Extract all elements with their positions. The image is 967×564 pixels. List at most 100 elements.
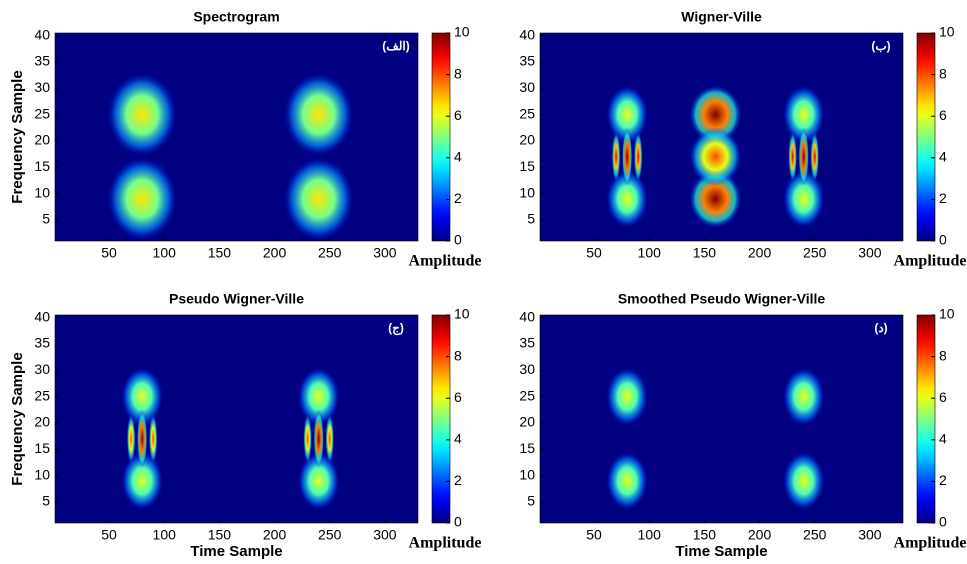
panel-title: Spectrogram [193,9,279,25]
x-tick-label: 300 [373,527,397,543]
heat-blob [126,413,136,465]
x-tick-label: 200 [263,527,287,543]
heat-blob [136,409,148,469]
heat-blob [798,127,809,187]
y-tick-label: 30 [519,361,535,377]
panel-label: (ج) [388,321,404,336]
x-tick-label: 300 [858,527,882,543]
x-tick-label: 250 [318,245,342,261]
heat-blob [782,85,825,145]
y-tick-label: 20 [34,132,50,148]
heat-blob [611,131,621,183]
colorbar-tick-label: 8 [454,347,462,363]
y-tick-label: 10 [34,184,50,200]
heat-blob [782,169,825,229]
x-tick-label: 150 [693,527,717,543]
colorbar-tick-label: 0 [454,232,462,248]
plot-area [605,367,825,511]
x-tick-label: 200 [748,245,772,261]
plot-frame [539,32,904,242]
heat-blob [688,127,742,187]
heat-blob [810,131,820,183]
x-tick-label: 200 [748,527,772,543]
heat-blob [325,413,335,465]
panel-title: Wigner-Ville [681,9,762,25]
y-tick-label: 40 [519,308,535,324]
plot-background [540,315,903,523]
heat-blob [688,169,742,229]
panel: 50 100 150 200 250 300510152025303540Spectrog… [9,9,481,270]
y-tick-label: 40 [519,26,535,42]
x-tick-label: 150 [693,245,717,261]
x-tick-label: 250 [803,245,827,261]
colorbar-tick-label: 10 [939,306,955,322]
y-tick-label: 15 [519,440,535,456]
heat-blob [283,156,355,241]
plot-frame [54,314,419,524]
heat-blob [782,451,825,511]
x-tick-label: 100 [638,245,662,261]
colorbar [431,32,451,242]
panel-label: (د) [874,321,887,335]
colorbar-tick-label: 4 [454,431,462,447]
plot-area [106,72,355,241]
plot-area [605,85,825,229]
heat-blob [106,72,178,157]
heat-blob [106,156,178,241]
x-tick-label: 150 [208,245,232,261]
y-axis-label: Frequency Sample [9,70,26,203]
panel-label: (الف) [382,39,409,53]
colorbar-tick-label: 0 [939,232,947,248]
y-tick-label: 15 [34,158,50,174]
heat-blob [297,451,340,511]
colorbar-tick-label: 8 [939,65,947,81]
x-tick-label: 150 [208,527,232,543]
colorbar-label: Amplitude [894,535,967,552]
heat-blob [120,451,164,511]
y-tick-label: 5 [42,211,50,227]
x-tick-label: 100 [153,527,177,543]
y-tick-label: 5 [527,211,535,227]
colorbar-label: Amplitude [409,253,482,270]
heat-blob [297,367,340,427]
y-tick-label: 30 [519,79,535,95]
plot-background [55,315,418,523]
y-tick-label: 20 [519,132,535,148]
x-tick-label: 50 [101,245,117,261]
colorbar-label: Amplitude [409,535,482,552]
y-tick-label: 20 [34,414,50,430]
x-tick-label: 50 [101,527,117,543]
y-tick-label: 5 [42,493,50,509]
heat-blob [148,413,158,465]
x-tick-label: 50 [586,527,602,543]
colorbar-tick-label: 6 [454,389,462,405]
x-tick-label: 100 [153,245,177,261]
heat-blob [605,169,649,229]
colorbar-tick-label: 6 [939,389,947,405]
colorbar-tick-label: 10 [454,306,470,322]
colorbar-tick-label: 6 [454,107,462,123]
y-tick-label: 20 [519,414,535,430]
y-tick-label: 30 [34,361,50,377]
colorbar-tick-label: 10 [454,24,470,40]
y-tick-label: 25 [34,387,50,403]
panel-title: Smoothed Pseudo Wigner-Ville [618,291,826,307]
y-tick-label: 40 [34,308,50,324]
x-axis-label: Time Sample [675,543,767,560]
y-tick-label: 15 [34,440,50,456]
heat-blob [303,413,313,465]
panel-label: (ب) [871,39,890,53]
heat-blob [621,127,633,187]
y-axis-label: Frequency Sample [9,352,26,485]
y-tick-label: 35 [519,53,535,69]
x-tick-label: 200 [263,245,287,261]
colorbar-tick-label: 8 [454,65,462,81]
plot-frame [54,32,419,242]
heat-blob [688,85,742,145]
heat-blob [633,131,643,183]
y-tick-label: 25 [34,105,50,121]
plot-frame [539,314,904,524]
